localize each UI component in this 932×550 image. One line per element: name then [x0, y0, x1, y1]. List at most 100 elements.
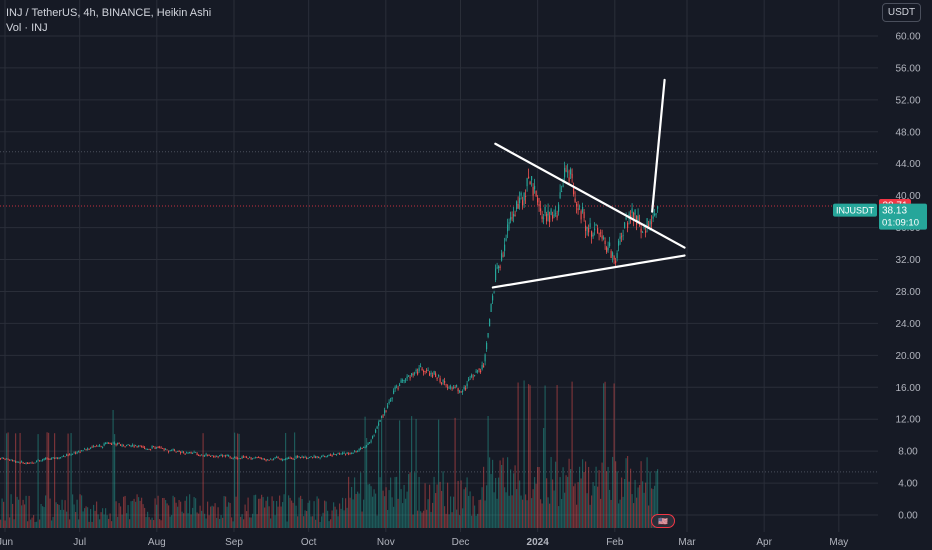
volume-bar: [151, 517, 153, 528]
candle-body: [43, 459, 45, 461]
candle-body: [388, 401, 390, 404]
candle-body: [585, 225, 587, 231]
candle-body: [540, 208, 542, 212]
candle-body: [300, 457, 302, 458]
volume-bar: [582, 459, 584, 528]
candle-body: [310, 456, 312, 458]
currency-button[interactable]: USDT: [882, 3, 921, 22]
volume-bar: [166, 503, 168, 528]
volume-bar: [414, 472, 416, 528]
volume-bar: [423, 510, 425, 528]
candle-body: [529, 181, 531, 185]
candle-body: [322, 455, 324, 457]
candle-body: [489, 319, 491, 327]
candle-body: [402, 380, 404, 382]
volume-bar: [391, 497, 393, 528]
candle-body: [483, 365, 485, 368]
candle-body: [265, 460, 267, 462]
candle-body: [51, 458, 53, 460]
volume-bar: [528, 384, 530, 528]
volume-bar: [106, 515, 108, 528]
volume-bar: [129, 519, 131, 528]
volume-bar: [226, 506, 228, 528]
volume-bar: [513, 473, 515, 528]
volume-bar: [469, 491, 471, 528]
candle-body: [508, 222, 510, 224]
time-tick-label: Feb: [606, 537, 624, 548]
economic-event-flag-icon[interactable]: 🇺🇸: [651, 514, 675, 528]
volume-bar: [504, 487, 506, 528]
ascending-trendline[interactable]: [491, 254, 686, 289]
candle-body: [225, 455, 227, 457]
volume-bar: [169, 516, 171, 528]
candle-body: [358, 449, 360, 451]
time-axis[interactable]: Jun Jul Aug Sep Oct Nov Dec 2024 Feb Mar Apr May: [0, 537, 848, 548]
volume-bar: [433, 476, 435, 528]
candle-body: [72, 453, 74, 455]
candle-body: [349, 453, 351, 455]
descending-trendline[interactable]: [494, 142, 686, 249]
volume-bar: [622, 496, 624, 528]
volume-bar: [184, 500, 186, 528]
volume-bar: [564, 492, 566, 528]
volume-bar: [114, 434, 116, 528]
candle-body: [430, 372, 432, 374]
candle-body: [555, 213, 557, 215]
volume-bar: [471, 515, 473, 528]
breakout-projection-line[interactable]: [651, 78, 666, 213]
candle-body: [70, 454, 72, 456]
volume-bar: [331, 510, 333, 528]
candle-body: [157, 447, 159, 448]
candle-body: [7, 458, 9, 460]
candle-body: [478, 369, 480, 370]
candle-body: [412, 373, 414, 375]
volume-bar: [231, 517, 233, 528]
candle-body: [331, 454, 333, 456]
volume-bar: [568, 458, 570, 528]
volume-bar: [163, 497, 165, 528]
symbol-title[interactable]: INJ / TetherUS, 4h, BINANCE, Heikin Ashi: [6, 7, 212, 19]
volume-bar: [117, 516, 119, 528]
volume-bar: [612, 456, 614, 528]
candle-body: [208, 454, 210, 456]
volume-indicator-title[interactable]: Vol · INJ: [6, 22, 48, 34]
price-tick-label: 60.00: [895, 32, 920, 43]
candle-body: [499, 266, 501, 268]
candle-body: [640, 228, 642, 233]
volume-bar: [594, 485, 596, 528]
volume-bar: [130, 501, 132, 528]
volume-bar: [172, 495, 174, 528]
volume-bar: [363, 499, 365, 528]
volume-bar: [400, 489, 402, 528]
candle-body: [324, 455, 326, 457]
candle-body: [118, 443, 120, 445]
volume-bar: [460, 480, 462, 528]
candle-body: [267, 459, 269, 461]
candle-body: [618, 240, 620, 246]
price-axis[interactable]: 60.0056.0052.0048.0044.0040.0036.0032.00…: [895, 32, 920, 522]
candle-body: [180, 452, 182, 454]
candle-body: [148, 449, 150, 450]
candle-body: [178, 451, 180, 452]
volume-bar: [118, 503, 120, 528]
candle-body: [616, 253, 618, 259]
volume-bar: [58, 504, 60, 528]
candle-body: [46, 458, 48, 460]
candle-body: [568, 177, 570, 181]
trendline-drawings[interactable]: [491, 78, 686, 289]
volume-bar: [261, 494, 263, 528]
volume-bar: [277, 506, 279, 528]
candle-body: [553, 214, 555, 216]
volume-bar: [195, 498, 197, 528]
candle-body: [421, 368, 423, 371]
candle-body: [105, 443, 107, 444]
candle-body: [439, 378, 441, 383]
volume-bar: [7, 432, 9, 528]
candle-body: [258, 457, 260, 458]
candle-body: [361, 447, 363, 449]
candle-body: [298, 456, 300, 458]
volume-bar: [349, 497, 351, 528]
candle-body: [67, 454, 69, 456]
